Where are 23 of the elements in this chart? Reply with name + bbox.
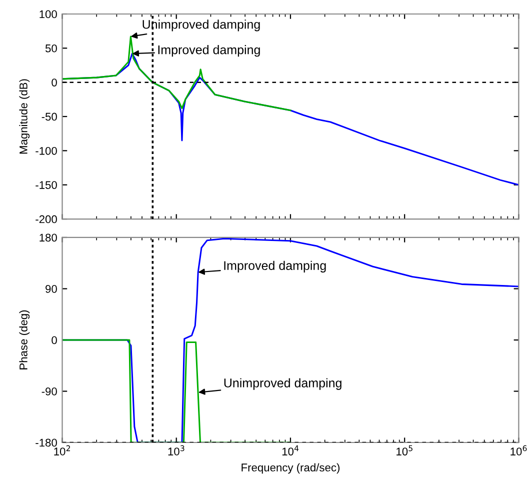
annotation: Improved damping	[224, 260, 326, 272]
y-tick-label: -100	[36, 146, 57, 155]
x-tick-label: 10$^{6}$	[510, 445, 527, 456]
y-tick-label: 0	[52, 78, 57, 86]
y-tick-label: -150	[36, 181, 57, 189]
annotation: Unimproved damping	[224, 378, 342, 390]
y-tick-label: 0	[52, 336, 57, 344]
y-tick-label: -200	[36, 215, 57, 224]
x-axis-title: Frequency (rad/sec)	[242, 463, 340, 474]
y-axis-title: Phase (deg)	[19, 310, 30, 370]
y-tick-label: -90	[42, 388, 57, 396]
y-tick-label: -180	[36, 438, 57, 447]
x-tick-label: 10$^{4}$	[282, 445, 299, 456]
y-axis-title: Magnitude (dB)	[19, 79, 30, 154]
y-tick-label: -50	[42, 112, 57, 121]
y-tick-label: 90	[46, 285, 57, 293]
annotation: Improved damping	[158, 45, 260, 57]
x-tick-label: 10$^{3}$	[168, 445, 184, 456]
x-tick-label: 10$^{5}$	[396, 445, 412, 456]
y-tick-label: 50	[45, 44, 57, 52]
y-tick-label: 180	[40, 234, 57, 242]
y-tick-label: 100	[40, 10, 57, 18]
annotation: Unimproved damping	[142, 20, 260, 32]
